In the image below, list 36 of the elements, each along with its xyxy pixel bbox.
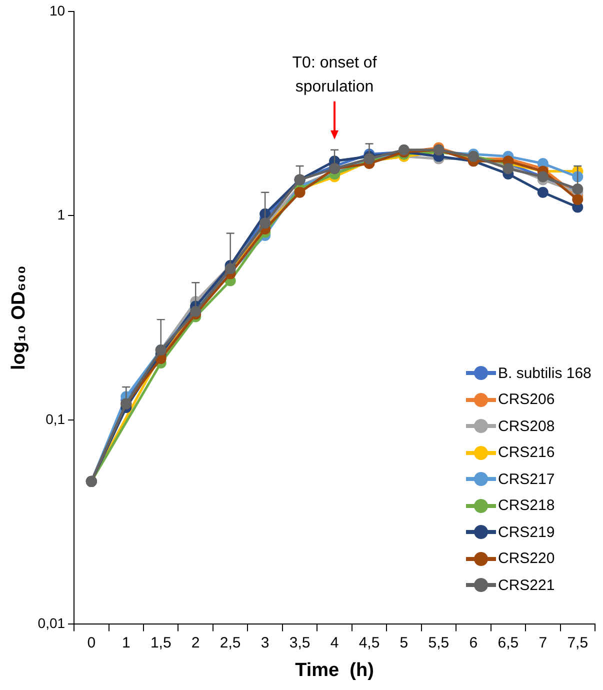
x-tick-label: 1,5 [150,634,172,652]
point [572,194,584,205]
x-tick-label: 2,5 [220,634,241,652]
x-tick-label: 4,5 [358,634,380,652]
x-tick-label: 1 [122,634,130,652]
x-tick-label: 5 [400,634,408,652]
annotation: T0: onset of sporulation [292,54,378,96]
x-tick-label: 3,5 [289,634,310,652]
legend-label: CRS218 [498,497,555,514]
x-tick-label: 7 [538,634,548,652]
y-tick-label: 10 [49,2,66,18]
legend-label: CRS216 [498,444,555,462]
x-tick-label: 0 [87,634,96,652]
point [537,186,548,198]
legend-label: CRS206 [498,391,555,408]
y-tick-label: 0,01 [38,615,66,632]
x-tick-label: 2 [191,634,200,652]
point [572,184,584,195]
legend-label: B. subtilis 168 [498,364,592,382]
legend-label: CRS219 [498,524,555,541]
x-tick-label: 3 [260,634,270,652]
y-tick-label: 1 [57,206,66,223]
x-tick-label: 7,5 [567,634,588,652]
x-tick-label: 4 [330,634,339,652]
legend-label: CRS208 [498,418,555,435]
point [294,186,306,198]
x-tick-label: 6 [469,634,478,652]
legend-label: CRS220 [498,550,555,568]
point [502,163,514,174]
y-tick-label: 0,1 [46,410,66,427]
x-axis-title: Time (h) [295,660,374,681]
legend-label: CRS221 [498,576,555,594]
x-tick-label: 5,5 [428,634,450,652]
y-axis-title: log₁₀ OD₆₀₀ [8,266,30,370]
x-tick-label: 6,5 [498,634,519,652]
legend-label: CRS217 [498,470,555,488]
